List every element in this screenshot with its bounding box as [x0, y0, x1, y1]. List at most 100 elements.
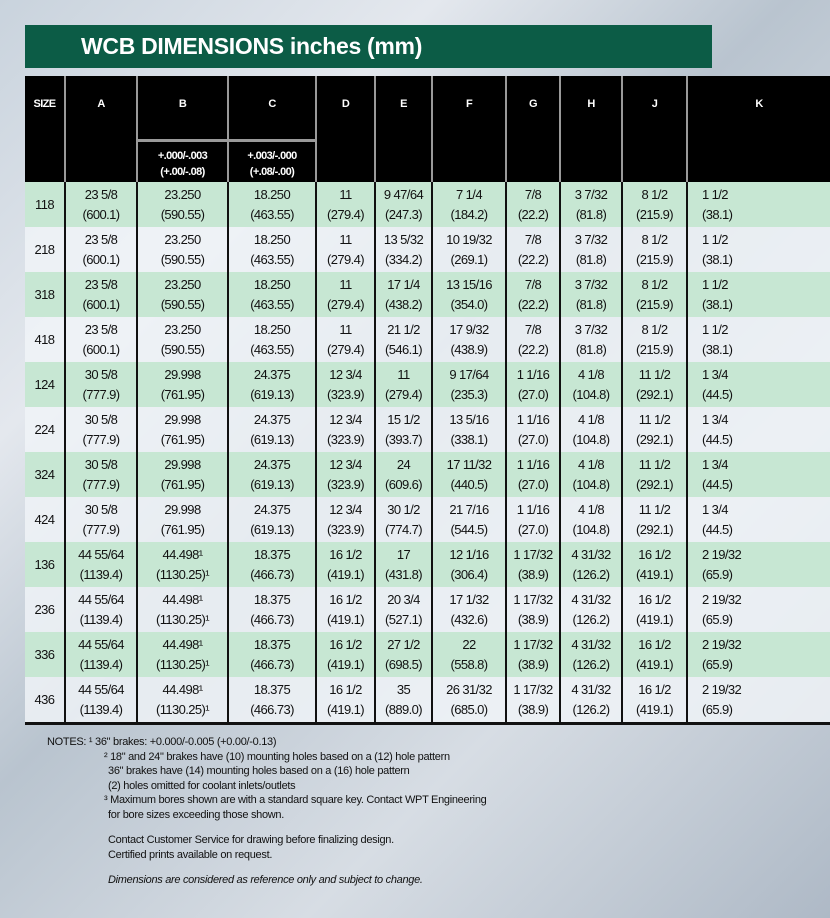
cell-k: 1 3/4 (44.5): [686, 497, 830, 542]
value-inches: 12 3/4: [329, 456, 362, 472]
value-mm: (65.9): [702, 701, 733, 717]
cell-a: 30 5/8 (777.9): [64, 497, 137, 542]
cell-j: 8 1/2 (215.9): [621, 227, 687, 272]
value-inches: 21 1/2: [387, 321, 420, 337]
cell-d: 11 (279.4): [315, 317, 375, 362]
table-row: 424 30 5/8 (777.9) 29.998 (761.95) 24.375 (619…: [25, 497, 830, 542]
value-mm: (215.9): [636, 206, 674, 222]
value-inches: 12 3/4: [329, 366, 362, 382]
value-mm: (279.4): [385, 386, 423, 402]
cell-g: 7/8 (22.2): [505, 317, 560, 362]
value-inches: 4 31/32: [571, 636, 611, 652]
value-inches: 4 31/32: [571, 681, 611, 697]
value-inches: 30 5/8: [84, 366, 118, 382]
notes-label: NOTES:: [47, 736, 87, 748]
value-mm: (774.7): [385, 521, 423, 537]
value-mm: (27.0): [517, 431, 549, 447]
value-mm: (126.2): [572, 611, 611, 627]
cell-size: 336: [25, 632, 65, 677]
value-inches: 7/8: [524, 321, 542, 337]
value-mm: (698.5): [385, 656, 423, 672]
cell-c: 18.375 (466.73): [227, 587, 316, 632]
value-inches: 1 1/16: [516, 501, 550, 517]
cell-k: 1 3/4 (44.5): [686, 362, 830, 407]
cell-d: 11 (279.4): [315, 272, 375, 317]
value-inches: 35: [396, 681, 411, 697]
value-inches: 29.998: [164, 366, 201, 382]
cell-c: 18.250 (463.55): [227, 317, 316, 362]
cell-g: 7/8 (22.2): [505, 272, 560, 317]
cell-k: 1 1/2 (38.1): [686, 272, 830, 317]
value-mm: (466.73): [250, 611, 294, 627]
cell-j: 16 1/2 (419.1): [621, 587, 687, 632]
table-row: 218 23 5/8 (600.1) 23.250 (590.55) 18.250 (463…: [25, 227, 830, 272]
note-3b: for bore sizes exceeding those shown.: [108, 808, 285, 821]
value-mm: (1139.4): [79, 701, 123, 717]
value-inches: 29.998: [164, 456, 201, 472]
value-inches: 24.375: [253, 456, 291, 472]
cell-j: 16 1/2 (419.1): [621, 632, 687, 677]
cell-d: 11 (279.4): [315, 182, 375, 227]
value-mm: (44.5): [702, 476, 733, 492]
cell-b: 29.998 (761.95): [136, 452, 228, 497]
tolerance-b: +.000/-.003 (+.00/-.08): [136, 139, 228, 182]
cell-e: 21 1/2 (546.1): [374, 317, 432, 362]
value-mm: (546.1): [385, 341, 423, 357]
note-contact: Contact Customer Service for drawing bef…: [108, 834, 394, 846]
cell-e: 27 1/2 (698.5): [374, 632, 432, 677]
value-inches: 18.250: [253, 186, 291, 202]
cell-e: 9 47/64 (247.3): [374, 182, 432, 227]
cell-d: 16 1/2 (419.1): [315, 587, 375, 632]
value-inches: 23.250: [164, 321, 201, 337]
header-g: G: [505, 76, 560, 182]
value-mm: (104.8): [572, 521, 611, 537]
value-mm: (38.1): [702, 206, 733, 222]
value-mm: (184.2): [450, 206, 489, 222]
value-mm: (247.3): [385, 206, 423, 222]
value-inches: 16 1/2: [638, 591, 671, 607]
cell-g: 1 1/16 (27.0): [505, 497, 560, 542]
cell-size: 436: [25, 677, 65, 724]
value-mm: (600.1): [82, 251, 121, 267]
cell-b: 44.498¹ (1130.25)¹: [136, 587, 228, 632]
value-inches: 1 1/2: [702, 186, 729, 202]
cell-f: 10 19/32 (269.1): [431, 227, 506, 272]
cell-f: 12 1/16 (306.4): [431, 542, 506, 587]
value-mm: (22.2): [517, 206, 549, 222]
value-inches: 4 1/8: [578, 501, 605, 517]
value-mm: (432.6): [450, 611, 489, 627]
value-inches: 11 1/2: [638, 456, 671, 472]
cell-f: 17 9/32 (438.9): [431, 317, 506, 362]
value-mm: (590.55): [160, 251, 205, 267]
value-mm: (419.1): [327, 611, 365, 627]
cell-f: 17 11/32 (440.5): [431, 452, 506, 497]
cell-k: 1 3/4 (44.5): [686, 407, 830, 452]
value-mm: (1139.4): [79, 656, 123, 672]
value-inches: 7/8: [524, 186, 542, 202]
value-inches: 44 55/64: [78, 681, 124, 697]
cell-a: 23 5/8 (600.1): [64, 182, 137, 227]
value-mm: (323.9): [327, 521, 365, 537]
cell-g: 1 1/16 (27.0): [505, 407, 560, 452]
cell-f: 26 31/32 (685.0): [431, 677, 506, 724]
value-mm: (38.1): [702, 251, 733, 267]
value-inches: 30 5/8: [84, 411, 118, 427]
value-mm: (292.1): [636, 521, 674, 537]
value-inches: 9 17/64: [449, 366, 489, 382]
value-inches: 1 17/32: [513, 546, 553, 562]
value-inches: 17 9/32: [449, 321, 489, 337]
value-inches: 44.498¹: [162, 591, 204, 607]
value-mm: (44.5): [702, 431, 733, 447]
value-inches: 24.375: [253, 366, 291, 382]
cell-j: 11 1/2 (292.1): [621, 497, 687, 542]
cell-d: 12 3/4 (323.9): [315, 497, 375, 542]
value-inches: 4 31/32: [571, 546, 611, 562]
cell-a: 23 5/8 (600.1): [64, 272, 137, 317]
cell-a: 30 5/8 (777.9): [64, 407, 137, 452]
cell-c: 24.375 (619.13): [227, 362, 316, 407]
value-inches: 16 1/2: [638, 636, 671, 652]
value-inches: 18.375: [253, 591, 291, 607]
header-b: B: [136, 76, 228, 141]
cell-d: 11 (279.4): [315, 227, 375, 272]
cell-j: 11 1/2 (292.1): [621, 452, 687, 497]
